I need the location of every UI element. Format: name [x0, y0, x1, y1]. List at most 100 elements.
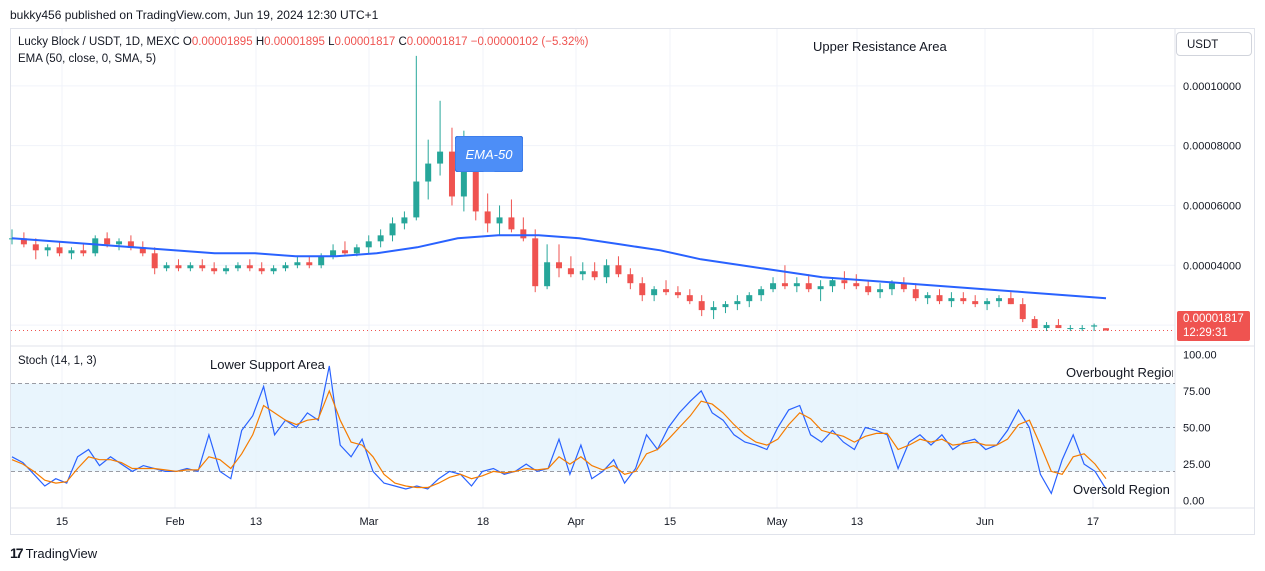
candle-body: [591, 271, 598, 278]
candle-body: [92, 238, 99, 254]
time-tick-label: 13: [250, 516, 262, 528]
candle-body: [175, 265, 182, 269]
stoch-tick-label: 50.00: [1183, 423, 1211, 435]
candle-body: [1043, 325, 1050, 329]
candle: [377, 229, 384, 248]
stoch-legend[interactable]: Stoch (14, 1, 3): [18, 355, 97, 367]
candle: [306, 256, 313, 269]
stoch-d-line: [11, 389, 1107, 489]
candle: [1079, 325, 1086, 332]
candle: [984, 298, 991, 311]
high-label: H: [255, 36, 265, 48]
ema-callout: EMA-50: [455, 136, 523, 172]
candle: [223, 265, 230, 275]
candle-body: [294, 262, 301, 266]
candle-body: [817, 286, 824, 290]
candle: [246, 259, 253, 272]
candle: [960, 292, 967, 305]
time-tick-label: Jun: [976, 516, 994, 528]
candle-body: [139, 247, 146, 254]
open-label: O: [182, 36, 192, 48]
stoch-tick-label: 100.00: [1183, 349, 1217, 361]
candle: [1031, 316, 1038, 329]
candle: [425, 139, 432, 200]
candle-body: [900, 283, 907, 290]
low-label: L: [328, 36, 335, 48]
candle-body: [746, 295, 753, 302]
candle-body: [984, 301, 991, 305]
last-price-tag: 0.00001817 12:29:31: [1177, 311, 1250, 341]
candle-body: [1031, 319, 1038, 329]
overbought-label: Overbought Region: [1066, 365, 1173, 380]
candle-body: [1019, 304, 1026, 320]
bar-countdown: 12:29:31: [1183, 327, 1228, 339]
candle: [805, 274, 812, 293]
candle: [520, 217, 527, 242]
candle: [234, 262, 241, 272]
close-label: C: [398, 36, 407, 48]
ema-50-line: [11, 234, 1107, 300]
candle: [924, 292, 931, 305]
candle-body: [246, 265, 253, 269]
candle: [9, 229, 15, 245]
open-value: 0.00001895: [191, 36, 253, 48]
candle-body: [877, 289, 884, 293]
currency-badge[interactable]: USDT: [1176, 32, 1252, 56]
candle-body: [710, 307, 717, 311]
candle-body: [187, 265, 194, 269]
candle: [972, 295, 979, 308]
candle-body: [377, 235, 384, 242]
ema-legend[interactable]: EMA (50, close, 0, SMA, 5): [18, 53, 157, 65]
time-tick-label: Apr: [567, 516, 584, 528]
candle-body: [353, 247, 360, 254]
candle-body: [758, 289, 765, 296]
stoch-tick-label: 0.00: [1183, 496, 1204, 508]
candle: [448, 127, 455, 206]
candle: [56, 241, 63, 257]
last-price-value: 0.00001817: [1183, 313, 1244, 325]
candle: [556, 244, 562, 278]
oversold-label: Oversold Region: [1073, 482, 1170, 497]
candle: [294, 256, 301, 269]
candle: [32, 238, 39, 260]
candle: [686, 289, 693, 305]
candle: [1091, 323, 1098, 332]
candle-body: [936, 295, 943, 302]
candle: [1067, 325, 1074, 332]
candle: [877, 283, 884, 299]
candle: [591, 262, 598, 281]
candle: [151, 247, 158, 275]
candle: [948, 292, 955, 308]
candle-body: [365, 241, 372, 248]
candle: [722, 301, 729, 314]
time-tick-label: 15: [56, 516, 68, 528]
candle: [199, 259, 206, 272]
candle-body: [472, 169, 479, 212]
candle: [282, 262, 289, 272]
candle: [175, 259, 182, 272]
candle-body: [627, 274, 634, 284]
candle: [92, 235, 99, 257]
candle-body: [448, 151, 455, 197]
candle-body: [341, 250, 348, 254]
candle: [627, 268, 634, 290]
candle-body: [686, 295, 693, 302]
candle-body: [1007, 298, 1014, 305]
candle-body: [234, 265, 241, 269]
price-tick-label: 0.00006000: [1183, 200, 1241, 212]
candle-body: [163, 265, 170, 269]
candle: [841, 271, 848, 290]
tradingview-logo[interactable]: 17 TradingView: [10, 545, 97, 561]
time-tick-label: 15: [664, 516, 676, 528]
candle-body: [853, 283, 860, 287]
time-tick-label: May: [767, 516, 788, 528]
candle-body: [1079, 328, 1086, 330]
candle-body: [615, 265, 622, 275]
candle-body: [484, 211, 491, 224]
candle-body: [948, 298, 955, 302]
candle-body: [199, 265, 206, 269]
candle-body: [425, 163, 432, 182]
candle-body: [151, 253, 158, 269]
candle: [68, 247, 75, 260]
